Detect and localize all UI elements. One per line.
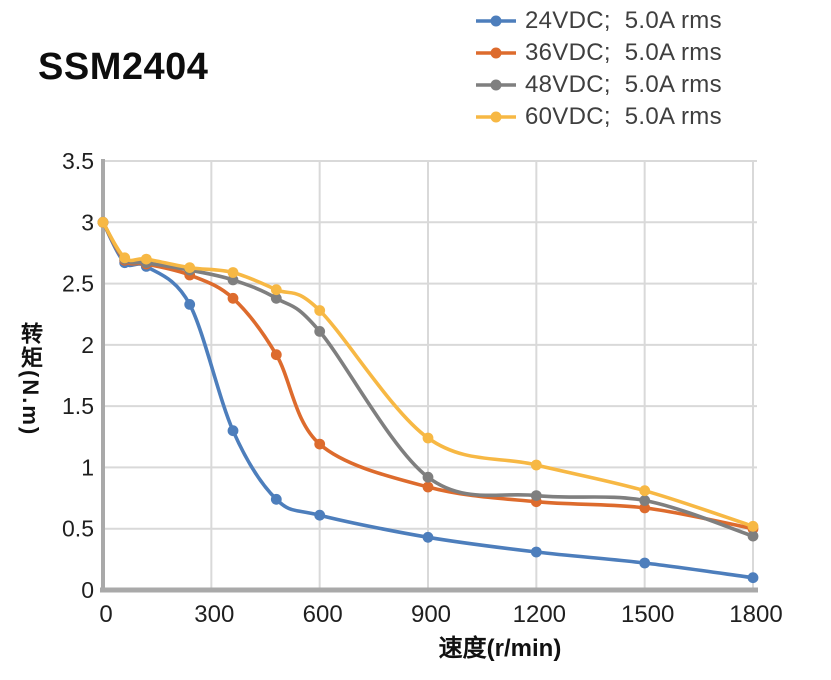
series-marker-0 (184, 299, 196, 310)
series-marker-3 (530, 459, 542, 471)
series-marker-3 (639, 485, 651, 497)
legend-marker-icon (476, 79, 516, 91)
legend-dot (490, 79, 502, 91)
x-tick-label: 1200 (513, 601, 566, 628)
series-marker-2 (314, 326, 326, 337)
legend-marker-icon (476, 15, 516, 27)
legend-dot (490, 15, 502, 27)
series-marker-0 (639, 557, 651, 569)
legend: 24VDC; 5.0A rms 36VDC; 5.0A rms 48VDC; 5.0… (476, 5, 722, 133)
series-marker-2 (530, 490, 542, 501)
series-marker-3 (227, 267, 239, 278)
series-marker-3 (184, 262, 196, 273)
legend-dot (490, 47, 502, 59)
y-tick-label: 0.5 (62, 516, 94, 542)
x-tick-label: 0 (99, 601, 112, 628)
y-tick-label: 3 (81, 209, 94, 235)
x-tick-label: 1800 (729, 601, 782, 628)
y-tick-label: 2.5 (62, 271, 94, 297)
series-marker-3 (97, 216, 109, 228)
series-marker-1 (314, 438, 326, 450)
series-marker-0 (227, 425, 239, 437)
legend-label-1: 36VDC; 5.0A rms (525, 39, 722, 66)
y-tick-label: 1.5 (62, 393, 94, 419)
series-marker-2 (422, 471, 434, 483)
series-marker-0 (270, 493, 282, 505)
x-tick-label: 1500 (621, 601, 674, 628)
legend-item-3: 60VDC; 5.0A rms (476, 101, 722, 133)
legend-item-0: 24VDC; 5.0A rms (476, 5, 722, 37)
y-tick-label: 0 (81, 577, 94, 603)
series-marker-1 (639, 502, 651, 514)
y-axis-title: 转矩(N.m) (18, 322, 43, 437)
series-marker-2 (639, 495, 651, 506)
series-marker-3 (270, 284, 282, 296)
series-marker-0 (747, 572, 759, 584)
x-tick-label: 600 (303, 601, 343, 628)
series-marker-2 (227, 274, 239, 286)
legend-label-2: 48VDC; 5.0A rms (525, 71, 722, 98)
series-marker-3 (747, 520, 759, 532)
series-marker-1 (227, 292, 239, 304)
series-marker-3 (140, 253, 152, 265)
y-tick-label: 2 (81, 332, 94, 358)
series-marker-0 (314, 509, 326, 521)
legend-dot (490, 111, 502, 123)
series-marker-2 (747, 530, 759, 542)
y-tick-label: 3.5 (62, 148, 94, 174)
x-tick-label: 300 (194, 601, 234, 628)
legend-label-0: 24VDC; 5.0A rms (525, 7, 722, 34)
x-tick-label: 900 (411, 601, 451, 628)
legend-marker-icon (476, 47, 516, 59)
y-tick-label: 1 (81, 454, 94, 480)
x-axis-title: 速度(r/min) (438, 635, 562, 662)
legend-marker-icon (476, 111, 516, 123)
series-marker-3 (314, 305, 326, 316)
series-marker-2 (270, 292, 282, 304)
legend-label-3: 60VDC; 5.0A rms (525, 103, 722, 130)
legend-item-2: 48VDC; 5.0A rms (476, 69, 722, 101)
chart-title: SSM2404 (38, 46, 209, 88)
series-marker-0 (422, 531, 434, 543)
series-marker-1 (422, 481, 434, 493)
legend-item-1: 36VDC; 5.0A rms (476, 37, 722, 69)
series-marker-3 (422, 432, 434, 444)
series-marker-1 (270, 349, 282, 361)
series-marker-0 (530, 546, 542, 558)
series-marker-3 (119, 252, 131, 264)
